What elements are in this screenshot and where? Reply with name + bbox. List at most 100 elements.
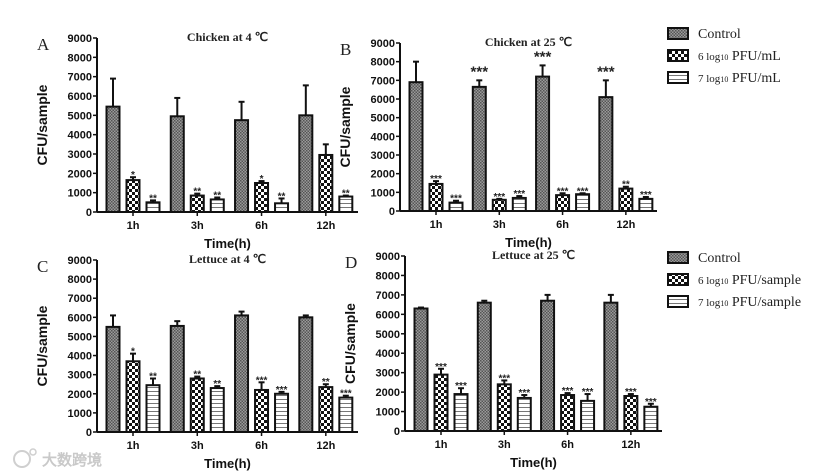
y-tick-label: 9000 — [68, 255, 92, 267]
legend-swatch — [667, 273, 689, 286]
x-tick-label: 3h — [498, 439, 511, 451]
panel-title: Chicken at 25 ℃ — [485, 35, 572, 49]
y-tick-label: 5000 — [68, 331, 92, 343]
y-axis-label: CFU/sample — [34, 305, 50, 386]
significance-label: *** — [498, 373, 510, 384]
y-tick-label: 8000 — [68, 52, 92, 64]
bar-7log — [638, 197, 654, 213]
y-tick-label: 0 — [86, 207, 92, 219]
bar-control — [408, 81, 424, 212]
x-axis-label: Time(h) — [204, 456, 251, 471]
y-tick-label: 3000 — [68, 370, 92, 382]
panel-title: Lettuce at 25 ℃ — [492, 248, 575, 262]
significance-label: * — [131, 347, 135, 358]
y-tick-label: 4000 — [68, 130, 92, 142]
y-tick-label: 3000 — [376, 368, 400, 380]
y-tick-label: 1000 — [68, 188, 92, 200]
legend-label: Control — [698, 251, 741, 266]
x-tick-label: 1h — [435, 439, 448, 451]
bar-7log — [575, 193, 591, 212]
bar-7log — [516, 396, 532, 433]
significance-label: ** — [149, 193, 157, 204]
bar-7log — [274, 392, 290, 433]
legend-swatch — [667, 27, 689, 40]
bar-7log — [453, 393, 469, 432]
bar-6log — [189, 194, 205, 213]
significance-label: *** — [597, 63, 615, 80]
x-tick-label: 6h — [255, 440, 268, 452]
y-tick-label: 4000 — [371, 131, 395, 143]
legend-label: Control — [698, 27, 741, 42]
significance-label: *** — [577, 186, 589, 197]
legend-label: 6 log10 PFU/mL — [698, 49, 781, 64]
bar-control — [298, 114, 314, 213]
y-tick-label: 0 — [394, 426, 400, 438]
panel-letter: D — [345, 253, 357, 272]
significance-label: ** — [342, 189, 350, 200]
significance-label: ** — [322, 377, 330, 388]
panel-c: 0 1000 2000 3000 4000 5000 6000 7000 8000 9000 CFU… — [34, 252, 358, 471]
bar-6log — [189, 377, 205, 434]
x-tick-label: 12h — [616, 219, 635, 231]
significance-label: *** — [493, 192, 505, 203]
y-axis-label: CFU/sample — [337, 86, 353, 167]
significance-label: *** — [435, 362, 447, 373]
bar-7log — [209, 198, 225, 214]
y-tick-label: 1000 — [371, 187, 395, 199]
bar-7log — [580, 399, 596, 433]
bar-6log — [560, 394, 576, 432]
bar-control — [234, 119, 250, 213]
bar-6log — [125, 179, 141, 214]
bar-control — [540, 299, 556, 432]
legend-label: 6 log10 PFU/sample — [698, 273, 801, 288]
legend-swatch — [667, 295, 689, 308]
significance-label: *** — [471, 63, 489, 80]
y-tick-label: 4000 — [68, 351, 92, 363]
bar-7log — [145, 201, 161, 213]
significance-label: *** — [562, 386, 574, 397]
bar-7log — [643, 405, 659, 433]
bar-6log — [428, 182, 444, 212]
legend-swatch — [667, 251, 689, 264]
significance-label: *** — [513, 189, 525, 200]
panel-a: 0 1000 2000 3000 4000 5000 6000 7000 8000 9000 CFU… — [34, 30, 358, 251]
x-axis-label: Time(h) — [505, 235, 552, 250]
panel-letter: B — [340, 40, 351, 59]
x-tick-label: 3h — [493, 219, 506, 231]
x-tick-label: 12h — [621, 439, 640, 451]
bar-control — [603, 301, 619, 432]
significance-label: ** — [213, 191, 221, 202]
y-tick-label: 8000 — [376, 270, 400, 282]
y-tick-label: 2000 — [68, 389, 92, 401]
y-tick-label: 3000 — [371, 150, 395, 162]
panel-title: Chicken at 4 ℃ — [187, 30, 268, 44]
x-tick-label: 12h — [316, 440, 335, 452]
bar-control — [298, 316, 314, 434]
significance-label: ** — [278, 191, 286, 202]
y-tick-label: 2000 — [68, 168, 92, 180]
bar-6log — [254, 182, 270, 213]
significance-label: * — [131, 170, 135, 181]
significance-label: *** — [557, 186, 569, 197]
x-tick-label: 3h — [191, 220, 204, 232]
bar-7log — [209, 387, 225, 433]
y-tick-label: 9000 — [376, 251, 400, 263]
y-tick-label: 6000 — [371, 94, 395, 106]
y-tick-label: 0 — [86, 427, 92, 439]
significance-label: *** — [340, 389, 352, 400]
y-tick-label: 8000 — [371, 57, 395, 69]
significance-label: *** — [640, 190, 652, 201]
y-tick-label: 6000 — [68, 91, 92, 103]
bar-7log — [448, 201, 464, 213]
y-tick-label: 9000 — [68, 33, 92, 45]
watermark-text: 大数跨境 — [42, 451, 102, 469]
legend-label: 7 log10 PFU/mL — [698, 71, 781, 86]
significance-label: *** — [276, 385, 288, 396]
y-tick-label: 4000 — [376, 348, 400, 360]
panel-letter: C — [37, 257, 48, 276]
bar-6log — [623, 395, 639, 432]
bar-control — [413, 307, 429, 432]
y-tick-label: 7000 — [376, 290, 400, 302]
bar-control — [598, 96, 614, 212]
